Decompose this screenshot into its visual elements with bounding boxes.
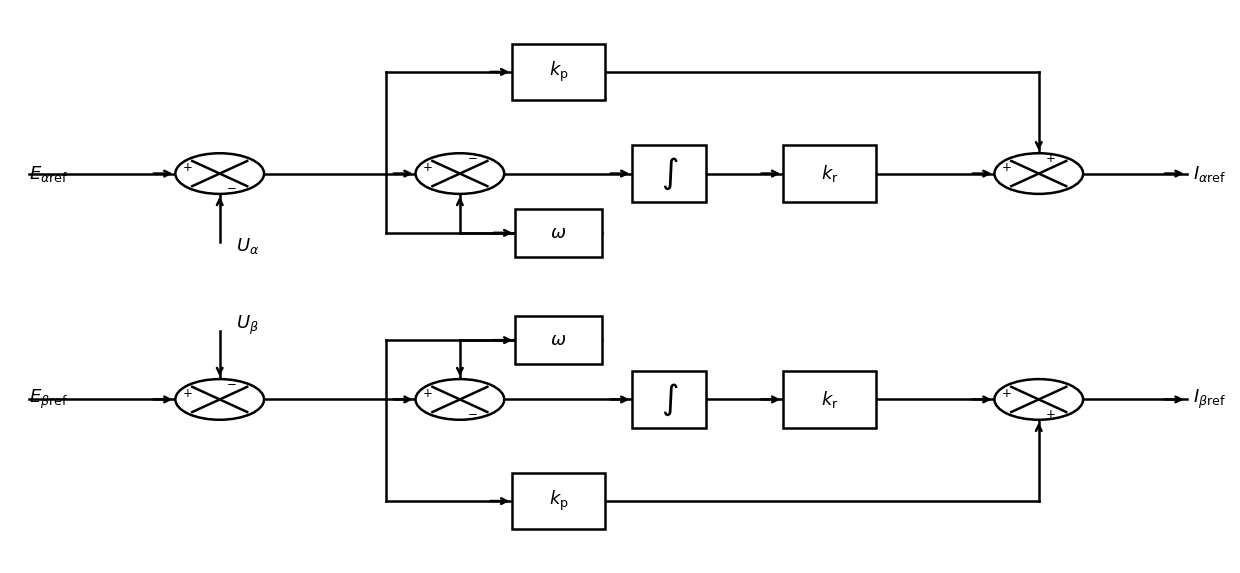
Bar xyxy=(512,473,605,529)
Text: +: + xyxy=(182,387,192,401)
Text: $\int$: $\int$ xyxy=(661,155,678,192)
Text: $\int$: $\int$ xyxy=(661,381,678,418)
Circle shape xyxy=(994,379,1083,420)
Circle shape xyxy=(175,379,264,420)
Text: $E_{\alpha\mathrm{ref}}$: $E_{\alpha\mathrm{ref}}$ xyxy=(29,163,68,183)
Bar xyxy=(632,146,707,202)
Text: $\omega$: $\omega$ xyxy=(551,224,567,242)
Text: $k_{\rm r}$: $k_{\rm r}$ xyxy=(821,163,838,184)
Bar xyxy=(516,209,601,257)
Text: +: + xyxy=(423,387,433,401)
Text: −: − xyxy=(467,407,477,421)
Bar xyxy=(516,316,601,364)
Text: +: + xyxy=(1047,407,1056,421)
Text: +: + xyxy=(423,162,433,174)
Circle shape xyxy=(415,153,505,194)
Text: +: + xyxy=(182,162,192,174)
Text: $I_{\beta\mathrm{ref}}$: $I_{\beta\mathrm{ref}}$ xyxy=(1193,388,1226,411)
Text: $U_{\beta}$: $U_{\beta}$ xyxy=(236,313,259,337)
Bar xyxy=(784,371,875,427)
Circle shape xyxy=(994,153,1083,194)
Bar xyxy=(512,44,605,100)
Text: $I_{\alpha\mathrm{ref}}$: $I_{\alpha\mathrm{ref}}$ xyxy=(1193,163,1226,183)
Text: +: + xyxy=(1002,162,1012,174)
Circle shape xyxy=(415,379,505,420)
Text: $k_{\rm p}$: $k_{\rm p}$ xyxy=(548,60,568,84)
Text: −: − xyxy=(227,182,237,195)
Text: $\omega$: $\omega$ xyxy=(551,331,567,349)
Bar xyxy=(784,146,875,202)
Text: −: − xyxy=(467,152,477,166)
Circle shape xyxy=(175,153,264,194)
Text: −: − xyxy=(227,378,237,391)
Bar xyxy=(632,371,707,427)
Text: $E_{\beta\mathrm{ref}}$: $E_{\beta\mathrm{ref}}$ xyxy=(29,388,68,411)
Text: +: + xyxy=(1002,387,1012,401)
Text: $k_{\rm p}$: $k_{\rm p}$ xyxy=(548,489,568,513)
Text: $k_{\rm r}$: $k_{\rm r}$ xyxy=(821,389,838,410)
Text: +: + xyxy=(1047,152,1056,166)
Text: $U_{\alpha}$: $U_{\alpha}$ xyxy=(236,236,259,256)
